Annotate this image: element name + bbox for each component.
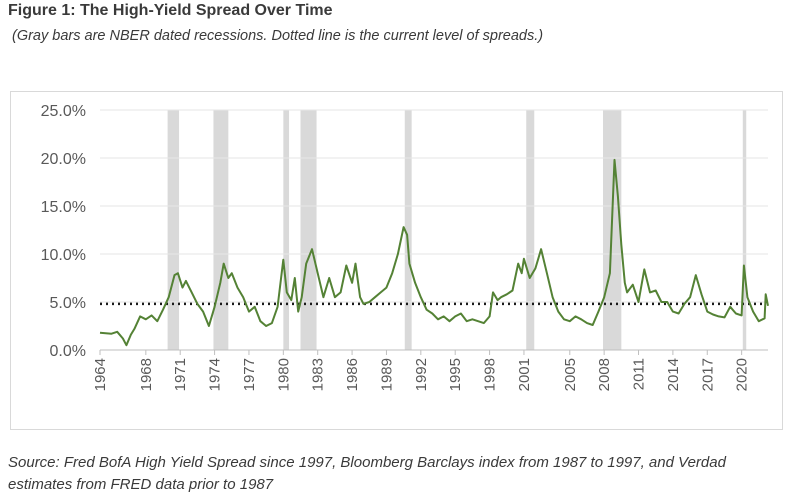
x-tick-label: 1992 bbox=[413, 358, 430, 391]
y-tick-label: 0.0% bbox=[50, 343, 86, 360]
recession-band bbox=[526, 110, 535, 350]
x-tick-label: 1998 bbox=[482, 358, 499, 391]
recession-band bbox=[213, 110, 229, 350]
x-tick-label: 2014 bbox=[665, 358, 682, 391]
recession-band bbox=[404, 110, 412, 350]
x-tick-label: 1974 bbox=[207, 358, 224, 391]
recession-band bbox=[167, 110, 180, 350]
x-tick-label: 2008 bbox=[596, 358, 613, 391]
y-tick-label: 5.0% bbox=[50, 295, 86, 312]
recession-band bbox=[742, 110, 747, 350]
x-tick-label: 2020 bbox=[734, 358, 751, 391]
x-tick-label: 1971 bbox=[172, 358, 189, 391]
spread-line bbox=[99, 158, 769, 347]
y-tick-label: 10.0% bbox=[41, 247, 86, 264]
x-tick-label: 2005 bbox=[562, 358, 579, 391]
x-tick-label: 1983 bbox=[310, 358, 327, 391]
x-tick-label: 1977 bbox=[241, 358, 258, 391]
x-tick-label: 1995 bbox=[447, 358, 464, 391]
recession-band bbox=[283, 110, 290, 350]
x-tick-label: 2011 bbox=[631, 358, 648, 390]
y-tick-label: 25.0% bbox=[41, 103, 86, 120]
y-tick-label: 15.0% bbox=[41, 199, 86, 216]
source-note: Source: Fred BofA High Yield Spread sinc… bbox=[8, 454, 726, 493]
chart-subtitle: (Gray bars are NBER dated recessions. Do… bbox=[12, 28, 544, 44]
x-tick-label: 1980 bbox=[275, 358, 292, 391]
x-tick-label: 1986 bbox=[344, 358, 361, 391]
recession-band bbox=[300, 110, 317, 350]
chart-title: Figure 1: The High-Yield Spread Over Tim… bbox=[8, 2, 333, 19]
x-tick-label: 2001 bbox=[516, 358, 533, 391]
x-tick-label: 2017 bbox=[699, 358, 716, 391]
y-tick-label: 20.0% bbox=[41, 151, 86, 168]
x-tick-label: 1989 bbox=[378, 358, 395, 391]
chart-border bbox=[10, 91, 783, 430]
x-tick-label: 1964 bbox=[92, 358, 109, 391]
x-tick-label: 1968 bbox=[138, 358, 155, 391]
